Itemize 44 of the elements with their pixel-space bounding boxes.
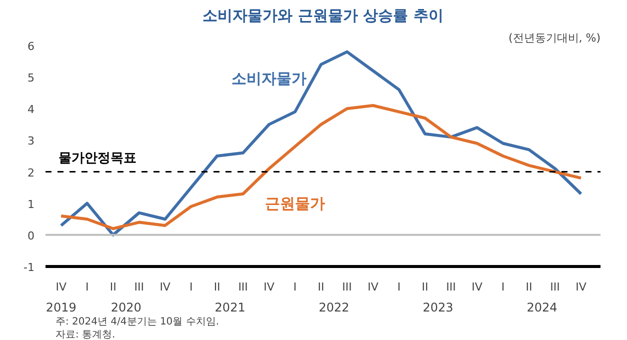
x-tick-label: I (85, 280, 89, 294)
x-tick-label: III (342, 280, 352, 294)
x-tick-label: I (397, 280, 401, 294)
series-label: 소비자물가 (232, 70, 307, 88)
text: 주: 2024년 4/4분기는 10월 수치임. (56, 316, 220, 328)
text: 2019 (46, 300, 76, 314)
x-tick-label: IV (472, 280, 483, 294)
x-tick-label: I (501, 280, 505, 294)
y-tick-label: 0 (28, 229, 34, 242)
y-axis-title: (전년동기대비, %) (508, 32, 601, 44)
text: 2021 (214, 300, 246, 314)
text: 2022 (318, 300, 350, 314)
y-tick-label: 3 (28, 134, 34, 148)
x-tick-label: III (446, 280, 456, 294)
y-tick-label: 4 (28, 103, 34, 116)
series-label: 근원물가 (265, 194, 326, 212)
x-tick-label: III (134, 280, 144, 294)
chart-title: 소비자물가와 근원물가 상승률 추이 (202, 6, 444, 24)
y-tick-label: -1 (24, 261, 34, 274)
line-series (60, 50, 583, 236)
x-tick-label: II (318, 280, 324, 294)
x-tick-label: IV (56, 280, 67, 294)
x-tick-label: III (550, 280, 560, 294)
text: 2024 (526, 300, 558, 314)
y-tick-label: 2 (28, 166, 34, 180)
x-tick-label: I (189, 280, 193, 294)
line-series (60, 104, 583, 230)
x-tick-label: III (238, 280, 248, 294)
x-tick-label: II (110, 280, 116, 294)
text: 자료: 통계청. (56, 330, 116, 340)
y-tick-label: 5 (28, 72, 34, 85)
x-tick-label: IV (160, 280, 171, 294)
ref-line-label: 물가안정목표 (58, 150, 136, 166)
y-tick-label: 6 (28, 40, 34, 53)
y-tick-label: 1 (28, 198, 34, 211)
x-tick-label: II (214, 280, 220, 294)
x-tick-label: IV (576, 280, 587, 294)
text: 2020 (110, 300, 142, 314)
x-tick-label: II (422, 280, 428, 294)
text: 2023 (422, 300, 454, 314)
x-tick-label: I (293, 280, 297, 294)
x-tick-label: II (526, 280, 532, 294)
x-tick-label: IV (368, 280, 379, 294)
x-tick-label: IV (264, 280, 275, 294)
